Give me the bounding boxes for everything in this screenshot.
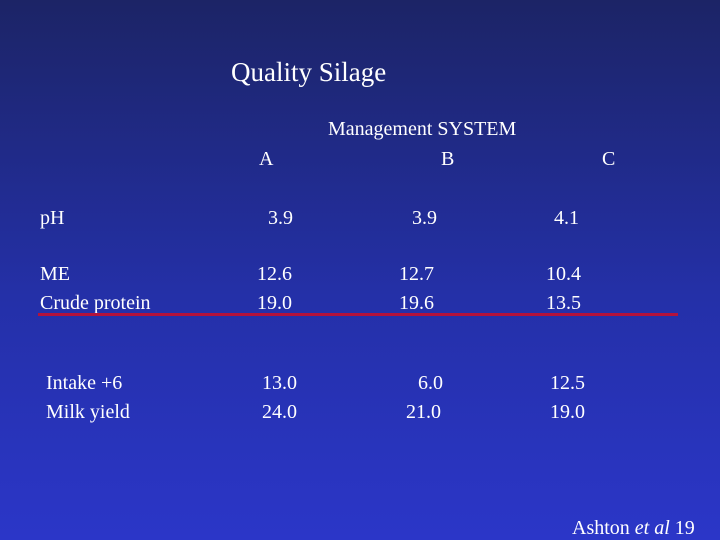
cell-ph-c: 4.1 xyxy=(554,207,579,229)
cell-milk-yield-c: 19.0 xyxy=(550,401,585,423)
row-label-ph: pH xyxy=(40,207,65,229)
slide-title: Quality Silage xyxy=(231,57,387,87)
column-header-a: A xyxy=(259,148,274,170)
credit-year: 19 xyxy=(674,517,695,539)
cell-milk-yield-b: 21.0 xyxy=(406,401,441,423)
row-label-milk-yield: Milk yield xyxy=(46,401,130,423)
cell-ph-a: 3.9 xyxy=(268,207,293,229)
row-label-me: ME xyxy=(40,263,70,285)
cell-me-c: 10.4 xyxy=(546,263,581,285)
row-label-intake: Intake +6 xyxy=(46,372,123,394)
row-label-crude-protein: Crude protein xyxy=(40,292,151,314)
cell-intake-c: 12.5 xyxy=(550,372,585,394)
cell-ph-b: 3.9 xyxy=(412,207,437,229)
cell-intake-a: 13.0 xyxy=(262,372,297,394)
cell-crude-protein-b: 19.6 xyxy=(399,292,434,314)
column-header-b: B xyxy=(441,148,455,170)
column-header-c: C xyxy=(602,148,616,170)
cell-me-a: 12.6 xyxy=(257,263,292,285)
cell-crude-protein-a: 19.0 xyxy=(257,292,292,314)
cell-milk-yield-a: 24.0 xyxy=(262,401,297,423)
management-system-header: Management SYSTEM xyxy=(328,118,517,140)
cell-me-b: 12.7 xyxy=(399,263,434,285)
cell-crude-protein-c: 13.5 xyxy=(546,292,581,314)
divider-rule xyxy=(38,313,678,316)
credit-etal: et al xyxy=(634,517,670,539)
source-credit: Ashton et al 19 xyxy=(572,517,695,540)
credit-author: Ashton xyxy=(572,517,630,539)
cell-intake-b: 6.0 xyxy=(418,372,443,394)
